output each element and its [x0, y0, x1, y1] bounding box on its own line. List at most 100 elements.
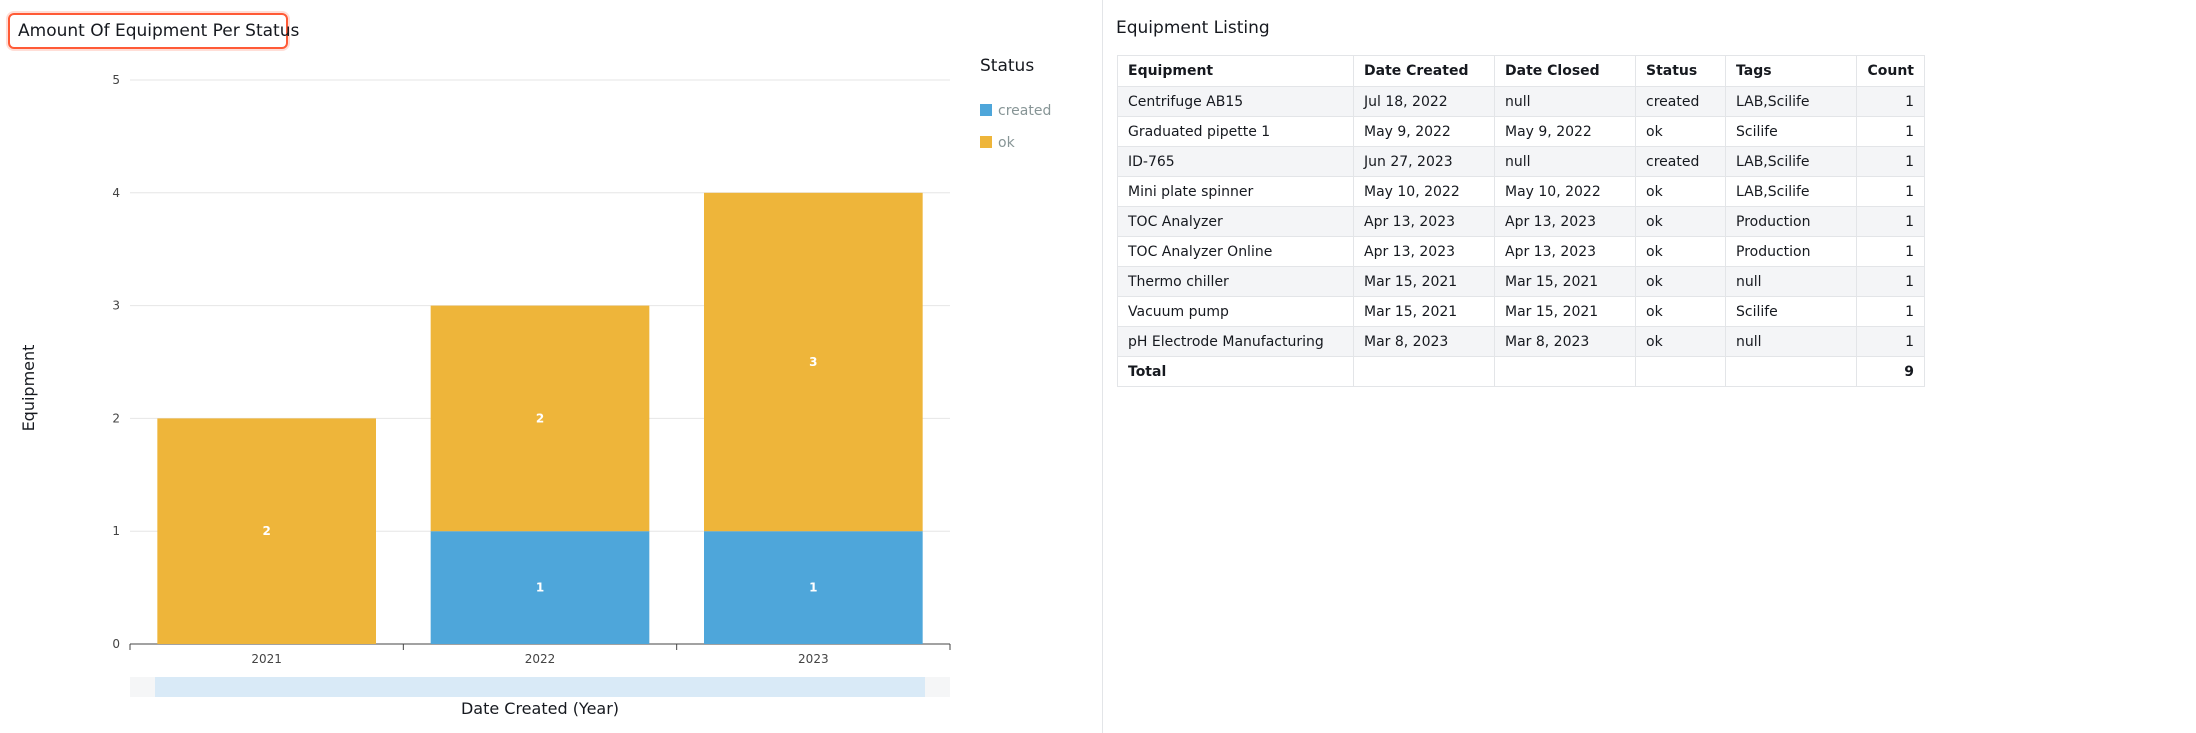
cell-equipment: ID-765 — [1117, 146, 1354, 177]
cell-equipment: pH Electrode Manufacturing — [1117, 326, 1354, 357]
data-label: 1 — [809, 581, 817, 595]
column-header-status[interactable]: Status — [1635, 55, 1726, 87]
cell-date-closed: May 10, 2022 — [1494, 176, 1636, 207]
cell-count: 1 — [1856, 146, 1925, 177]
table-row[interactable]: Centrifuge AB15 Jul 18, 2022 null created LA… — [1117, 86, 1925, 117]
table-panel: Equipment Listing Equipment Date Created… — [1104, 0, 2196, 733]
x-tick-label: 2022 — [525, 652, 556, 666]
table-row[interactable]: TOC Analyzer Apr 13, 2023 Apr 13, 2023 ok Pr… — [1117, 206, 1925, 237]
column-header-date-created[interactable]: Date Created — [1353, 55, 1495, 87]
cell-status: ok — [1635, 176, 1726, 207]
data-label: 1 — [536, 581, 544, 595]
column-header-tags[interactable]: Tags — [1725, 55, 1857, 87]
cell-date-closed: Apr 13, 2023 — [1494, 236, 1636, 267]
y-axis-title: Equipment — [19, 345, 38, 432]
y-tick-label: 4 — [112, 186, 120, 200]
cell-tags: LAB,Scilife — [1725, 176, 1857, 207]
bar-created-2023[interactable] — [704, 531, 923, 644]
table-row[interactable]: pH Electrode Manufacturing Mar 8, 2023 Mar… — [1117, 326, 1925, 357]
cell-count: 1 — [1856, 266, 1925, 297]
cell-count: 1 — [1856, 296, 1925, 327]
table-header-row: Equipment Date Created Date Closed Statu… — [1117, 55, 1925, 87]
y-tick-label: 1 — [112, 524, 120, 538]
total-empty-cell — [1725, 356, 1857, 387]
cell-count: 1 — [1856, 116, 1925, 147]
table-row[interactable]: TOC Analyzer Online Apr 13, 2023 Apr 13, 2… — [1117, 236, 1925, 267]
cell-date-closed: Mar 15, 2021 — [1494, 296, 1636, 327]
y-tick-label: 2 — [112, 411, 120, 425]
cell-equipment: TOC Analyzer Online — [1117, 236, 1354, 267]
cell-date-closed: Apr 13, 2023 — [1494, 206, 1636, 237]
cell-tags: Production — [1725, 236, 1857, 267]
total-empty-cell — [1494, 356, 1636, 387]
cell-status: ok — [1635, 116, 1726, 147]
cell-date-created: Mar 15, 2021 — [1353, 266, 1495, 297]
cell-date-created: Mar 8, 2023 — [1353, 326, 1495, 357]
table-row[interactable]: Thermo chiller Mar 15, 2021 Mar 15, 2021 ok… — [1117, 266, 1925, 297]
chart-panel: 0 1 2 3 4 5 2 2021 1 2 2022 1 3 2023 Date Created (Yea… — [8, 0, 1103, 733]
cell-status: ok — [1635, 266, 1726, 297]
cell-count: 1 — [1856, 176, 1925, 207]
cell-tags: null — [1725, 266, 1857, 297]
legend-swatch-created — [980, 104, 992, 116]
table-row[interactable]: Mini plate spinner May 10, 2022 May 10, 20… — [1117, 176, 1925, 207]
cell-tags: Production — [1725, 206, 1857, 237]
table-row[interactable]: Vacuum pump Mar 15, 2021 Mar 15, 2021 ok Sci… — [1117, 296, 1925, 327]
cell-status: ok — [1635, 236, 1726, 267]
cell-equipment: Vacuum pump — [1117, 296, 1354, 327]
cell-status: created — [1635, 86, 1726, 117]
cell-tags: Scilife — [1725, 296, 1857, 327]
cell-date-created: Apr 13, 2023 — [1353, 206, 1495, 237]
cell-equipment: Centrifuge AB15 — [1117, 86, 1354, 117]
cell-date-closed: May 9, 2022 — [1494, 116, 1636, 147]
equipment-table: Equipment Date Created Date Closed Statu… — [1117, 55, 1925, 387]
total-label: Total — [1117, 356, 1354, 387]
stacked-bar-chart: 0 1 2 3 4 5 2 2021 1 2 2022 1 3 2023 Date Created (Yea… — [19, 56, 1051, 718]
bar-ok-2021[interactable] — [157, 418, 376, 644]
bar-created-2022[interactable] — [430, 531, 650, 644]
x-tick-label: 2021 — [251, 652, 282, 666]
y-tick-label: 5 — [112, 73, 120, 87]
table-title: Equipment Listing — [1116, 18, 1270, 38]
total-empty-cell — [1635, 356, 1726, 387]
cell-date-created: May 10, 2022 — [1353, 176, 1495, 207]
cell-tags: Scilife — [1725, 116, 1857, 147]
cell-status: ok — [1635, 296, 1726, 327]
table-row[interactable]: ID-765 Jun 27, 2023 null created LAB,Scilife… — [1117, 146, 1925, 177]
cell-count: 1 — [1856, 206, 1925, 237]
table-total-row: Total 9 — [1117, 356, 1925, 387]
legend-item-ok: ok — [998, 135, 1016, 151]
bar-ok-2023[interactable] — [704, 192, 923, 532]
cell-date-closed: Mar 15, 2021 — [1494, 266, 1636, 297]
legend-title: Status — [980, 56, 1034, 76]
cell-count: 1 — [1856, 236, 1925, 267]
cell-date-created: Mar 15, 2021 — [1353, 296, 1495, 327]
cell-date-created: Apr 13, 2023 — [1353, 236, 1495, 267]
table-row[interactable]: Graduated pipette 1 May 9, 2022 May 9, 202… — [1117, 116, 1925, 147]
x-axis-title: Date Created (Year) — [461, 699, 619, 718]
cell-date-closed: Mar 8, 2023 — [1494, 326, 1636, 357]
chart-title[interactable]: Amount Of Equipment Per Status — [8, 13, 299, 49]
total-value: 9 — [1856, 356, 1925, 387]
cell-date-closed: null — [1494, 86, 1636, 117]
bar-ok-2022[interactable] — [430, 305, 650, 532]
column-header-equipment[interactable]: Equipment — [1117, 55, 1354, 87]
data-label: 2 — [536, 411, 544, 425]
y-tick-label: 0 — [112, 637, 120, 651]
cell-date-created: Jul 18, 2022 — [1353, 86, 1495, 117]
cell-equipment: Mini plate spinner — [1117, 176, 1354, 207]
cell-equipment: Graduated pipette 1 — [1117, 116, 1354, 147]
legend-item-created: created — [998, 103, 1051, 119]
x-scroll-thumb[interactable] — [155, 677, 925, 697]
cell-tags: LAB,Scilife — [1725, 146, 1857, 177]
y-tick-label: 3 — [112, 299, 120, 313]
cell-tags: LAB,Scilife — [1725, 86, 1857, 117]
column-header-count[interactable]: Count — [1856, 55, 1925, 87]
cell-status: ok — [1635, 326, 1726, 357]
cell-tags: null — [1725, 326, 1857, 357]
cell-equipment: Thermo chiller — [1117, 266, 1354, 297]
cell-status: created — [1635, 146, 1726, 177]
column-header-date-closed[interactable]: Date Closed — [1494, 55, 1636, 87]
cell-date-created: May 9, 2022 — [1353, 116, 1495, 147]
legend-swatch-ok — [980, 136, 992, 148]
